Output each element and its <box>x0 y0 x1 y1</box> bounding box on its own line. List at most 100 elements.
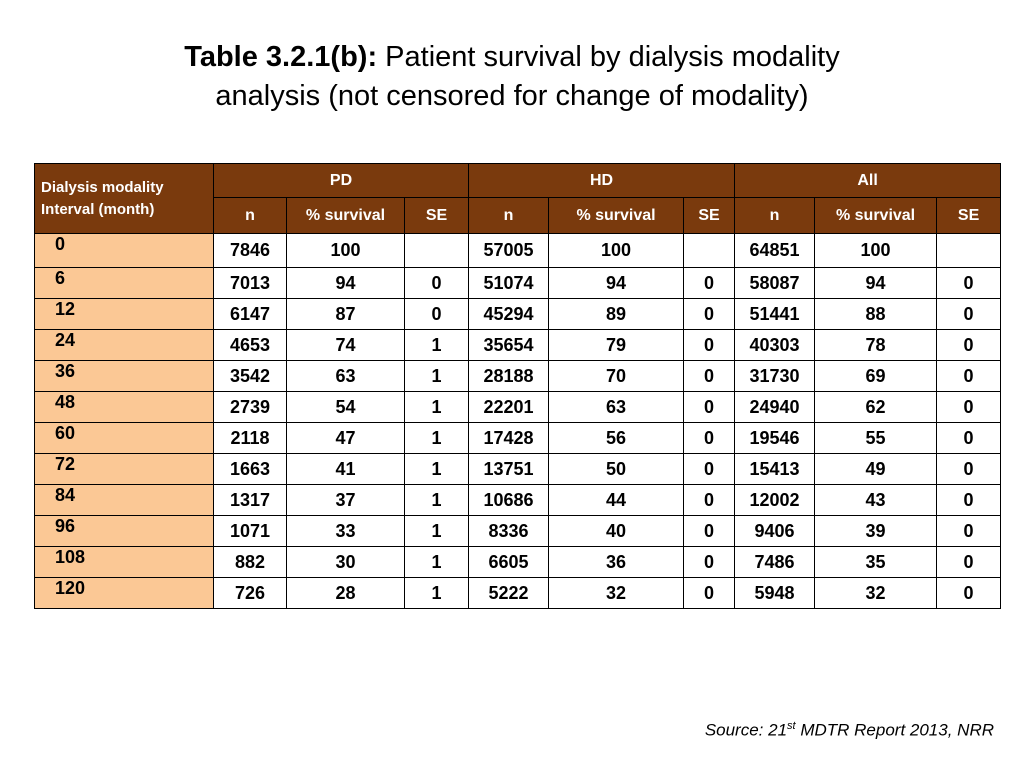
cell-pd-n: 4653 <box>213 329 287 361</box>
cell-pd-survival: 33 <box>286 515 405 547</box>
cell-pd-survival: 30 <box>286 546 405 578</box>
cell-all-n: 51441 <box>734 298 816 330</box>
subheader-all-n: n <box>734 197 816 234</box>
cell-all-n: 7486 <box>734 546 816 578</box>
cell-pd-se: 1 <box>403 577 470 609</box>
cell-pd-n: 6147 <box>213 298 287 330</box>
cell-all-n: 24940 <box>734 391 816 423</box>
interval-cell: 84 <box>34 484 214 516</box>
cell-pd-survival: 54 <box>286 391 405 423</box>
cell-hd-se: 0 <box>683 453 736 485</box>
cell-hd-se: 0 <box>683 422 736 454</box>
cell-all-se: 0 <box>936 298 1002 330</box>
interval-cell: 72 <box>34 453 214 485</box>
cell-hd-survival: 100 <box>548 233 685 268</box>
subheader-pd-n: n <box>213 197 287 234</box>
cell-hd-survival: 94 <box>548 267 685 299</box>
table-row: 60 2118 47 1 17428 56 0 19546 55 0 <box>34 422 1002 454</box>
cell-pd-n: 2739 <box>213 391 287 423</box>
interval-cell: 6 <box>34 267 214 299</box>
cell-all-n: 19546 <box>734 422 816 454</box>
cell-hd-n: 6605 <box>468 546 550 578</box>
cell-pd-se: 1 <box>403 484 470 516</box>
corner-header: Dialysis modality Interval (month) <box>34 163 214 234</box>
cell-hd-n: 17428 <box>468 422 550 454</box>
cell-hd-n: 10686 <box>468 484 550 516</box>
cell-pd-se: 1 <box>403 515 470 547</box>
cell-all-survival: 39 <box>814 515 938 547</box>
subheader-all-se: SE <box>936 197 1002 234</box>
cell-all-se: 0 <box>936 453 1002 485</box>
source-prefix: Source: 21 <box>704 720 788 740</box>
cell-pd-survival: 37 <box>286 484 405 516</box>
cell-hd-n: 28188 <box>468 360 550 392</box>
table-row: 108 882 30 1 6605 36 0 7486 35 0 <box>34 546 1002 578</box>
interval-cell: 48 <box>34 391 214 423</box>
cell-all-n: 31730 <box>734 360 816 392</box>
cell-hd-n: 8336 <box>468 515 550 547</box>
cell-pd-n: 1071 <box>213 515 287 547</box>
cell-all-survival: 100 <box>814 233 938 268</box>
cell-all-n: 58087 <box>734 267 816 299</box>
table-body: 0 7846 100 57005 100 64851 100 6 7013 94 0 51074 94 0… <box>34 233 1002 609</box>
interval-cell: 24 <box>34 329 214 361</box>
subheader-hd-se: SE <box>683 197 736 234</box>
cell-all-n: 12002 <box>734 484 816 516</box>
cell-pd-se: 0 <box>403 298 470 330</box>
cell-pd-se: 1 <box>403 546 470 578</box>
cell-hd-se: 0 <box>683 484 736 516</box>
interval-cell: 36 <box>34 360 214 392</box>
cell-all-se: 0 <box>936 422 1002 454</box>
table-row: 120 726 28 1 5222 32 0 5948 32 0 <box>34 577 1002 609</box>
cell-all-survival: 94 <box>814 267 938 299</box>
cell-all-survival: 43 <box>814 484 938 516</box>
cell-all-survival: 69 <box>814 360 938 392</box>
interval-cell: 0 <box>34 233 214 268</box>
cell-hd-n: 22201 <box>468 391 550 423</box>
cell-pd-n: 3542 <box>213 360 287 392</box>
cell-hd-se: 0 <box>683 267 736 299</box>
cell-pd-se: 1 <box>403 453 470 485</box>
cell-all-se: 0 <box>936 329 1002 361</box>
cell-all-n: 5948 <box>734 577 816 609</box>
subheader-pd-survival: % survival <box>286 197 405 234</box>
cell-hd-se: 0 <box>683 546 736 578</box>
title-text-part-1: Patient survival by dialysis modality <box>377 41 840 73</box>
cell-all-se: 0 <box>936 577 1002 609</box>
cell-pd-se: 0 <box>403 267 470 299</box>
table-subheader-row: n % survival SE n % survival SE n % surv… <box>35 197 1002 234</box>
slide-title: Table 3.2.1(b): Patient survival by dial… <box>0 38 1024 116</box>
table-row: 12 6147 87 0 45294 89 0 51441 88 0 <box>34 298 1002 330</box>
source-superscript: st <box>787 720 796 732</box>
title-line-1: Table 3.2.1(b): Patient survival by dial… <box>0 38 1024 77</box>
subheader-pd-se: SE <box>403 197 470 234</box>
subheader-hd-n: n <box>468 197 550 234</box>
cell-all-n: 64851 <box>734 233 816 268</box>
cell-all-se: 0 <box>936 484 1002 516</box>
table-group-header-row: Dialysis modality Interval (month) PD HD… <box>34 163 1002 234</box>
cell-all-n: 9406 <box>734 515 816 547</box>
cell-all-survival: 62 <box>814 391 938 423</box>
cell-all-se: 0 <box>936 267 1002 299</box>
cell-pd-survival: 74 <box>286 329 405 361</box>
cell-all-survival: 35 <box>814 546 938 578</box>
cell-hd-survival: 36 <box>548 546 685 578</box>
cell-pd-n: 882 <box>213 546 287 578</box>
cell-all-survival: 55 <box>814 422 938 454</box>
corner-header-line-1: Dialysis modality <box>41 178 164 196</box>
cell-pd-survival: 41 <box>286 453 405 485</box>
cell-hd-n: 51074 <box>468 267 550 299</box>
corner-header-line-2: Interval (month) <box>41 200 155 218</box>
group-header-all: All <box>734 163 1002 198</box>
cell-hd-survival: 32 <box>548 577 685 609</box>
cell-hd-n: 35654 <box>468 329 550 361</box>
cell-pd-se: 1 <box>403 422 470 454</box>
cell-all-se: 0 <box>936 360 1002 392</box>
cell-pd-survival: 28 <box>286 577 405 609</box>
cell-pd-n: 7013 <box>213 267 287 299</box>
cell-all-se: 0 <box>936 546 1002 578</box>
title-table-number: Table 3.2.1(b): <box>184 41 378 73</box>
interval-cell: 12 <box>34 298 214 330</box>
cell-all-survival: 88 <box>814 298 938 330</box>
cell-hd-survival: 56 <box>548 422 685 454</box>
